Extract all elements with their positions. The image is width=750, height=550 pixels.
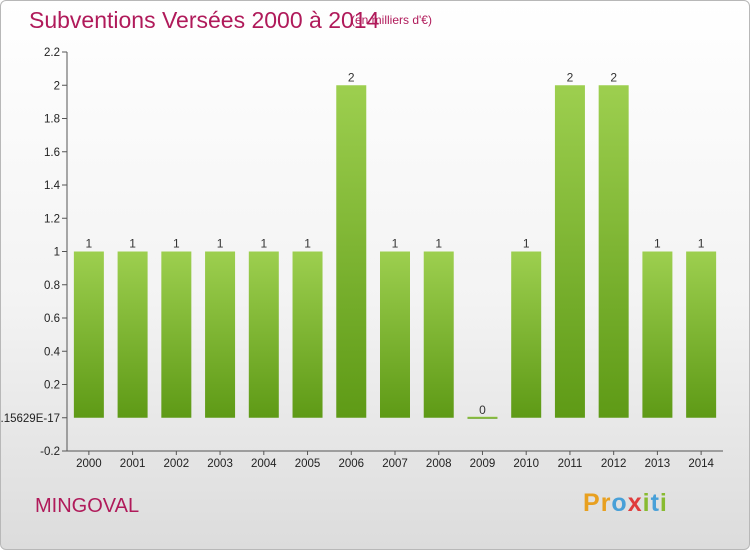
bar-2006 — [336, 85, 367, 418]
x-tick-label: 2003 — [207, 458, 233, 470]
data-label: 2 — [567, 70, 574, 84]
proxiti-logo[interactable]: Proxiti — [583, 489, 668, 518]
bar-2013 — [642, 251, 673, 418]
y-tick-label: 0.6 — [44, 313, 60, 325]
y-tick-label: 2.2 — [44, 47, 60, 59]
bar-2014 — [686, 251, 717, 418]
x-tick-label: 2004 — [251, 458, 277, 470]
chart-bars — [73, 85, 717, 419]
data-label: 1 — [173, 237, 180, 251]
data-label: 1 — [523, 237, 530, 251]
y-tick-label: 1.2 — [44, 213, 60, 225]
data-label: 1 — [392, 237, 399, 251]
y-tick-label: 1.6 — [44, 147, 60, 159]
x-tick-label: 2000 — [76, 458, 102, 470]
bar-2009 — [467, 416, 498, 419]
data-label: 0 — [479, 403, 486, 417]
data-label: 1 — [435, 237, 442, 251]
chart-subtitle: (en milliers d'€) — [351, 13, 432, 27]
x-tick-label: 2006 — [338, 458, 364, 470]
data-label: 1 — [304, 237, 311, 251]
y-tick-label: 0.2 — [44, 380, 60, 392]
x-tick-label: 2014 — [688, 458, 714, 470]
x-tick-label: 2010 — [513, 458, 539, 470]
chart-labels: 2000 1 2001 1 2002 1 2003 1 2004 1 2005 1 2006 2 2007 1… — [76, 70, 714, 470]
chart-title: Subventions Versées 2000 à 2014 — [29, 7, 380, 33]
bar-2007 — [380, 251, 410, 418]
y-tick-label: -0.2 — [40, 446, 60, 458]
y-tick-label: 1.4 — [44, 180, 61, 192]
logo-letter: r — [600, 489, 612, 517]
x-tick-label: 2002 — [164, 458, 190, 470]
y-tick-label: 0.4 — [44, 346, 61, 358]
data-label: 1 — [86, 237, 93, 251]
x-tick-label: 2013 — [645, 458, 671, 470]
bar-2008 — [423, 251, 454, 418]
data-label: 2 — [348, 70, 355, 84]
x-tick-label: 2005 — [295, 458, 321, 470]
logo-letter: i — [642, 489, 651, 517]
bar-2010 — [511, 251, 542, 418]
chart-axes: 2.2 2 1.8 1.6 1.4 1.2 1 0.8 0.6 0.4 0.2 -1.15629E-1… — [1, 47, 723, 458]
data-label: 1 — [129, 237, 136, 251]
bar-2003 — [205, 251, 236, 418]
data-label: 1 — [654, 237, 661, 251]
data-label: 1 — [217, 237, 224, 251]
x-tick-label: 2001 — [120, 458, 146, 470]
bar-2005 — [292, 251, 323, 418]
bar-2004 — [248, 251, 279, 418]
x-tick-label: 2008 — [426, 458, 452, 470]
data-label: 1 — [698, 237, 705, 251]
y-tick-label: 1.8 — [44, 114, 60, 126]
bar-2011 — [554, 85, 585, 418]
data-label: 2 — [610, 70, 617, 84]
bar-2012 — [598, 85, 629, 418]
logo-letter: x — [627, 489, 643, 517]
x-tick-label: 2009 — [470, 458, 496, 470]
x-tick-label: 2011 — [558, 458, 583, 470]
bar-2002 — [161, 251, 192, 418]
bar-2000 — [73, 251, 104, 418]
logo-letter: o — [611, 489, 628, 517]
logo-letter: P — [583, 489, 601, 517]
logo-letter: i — [659, 489, 668, 517]
y-tick-label: -1.15629E-17 — [1, 413, 60, 425]
data-label: 1 — [260, 237, 267, 251]
bar-2001 — [117, 251, 148, 418]
y-tick-label: 0.8 — [44, 280, 60, 292]
logo-letter: t — [650, 489, 660, 517]
commune-name: MINGOVAL — [35, 495, 140, 517]
x-tick-label: 2012 — [601, 458, 627, 470]
y-tick-label: 1 — [54, 247, 60, 259]
y-tick-label: 2 — [54, 80, 60, 92]
x-tick-label: 2007 — [382, 458, 408, 470]
